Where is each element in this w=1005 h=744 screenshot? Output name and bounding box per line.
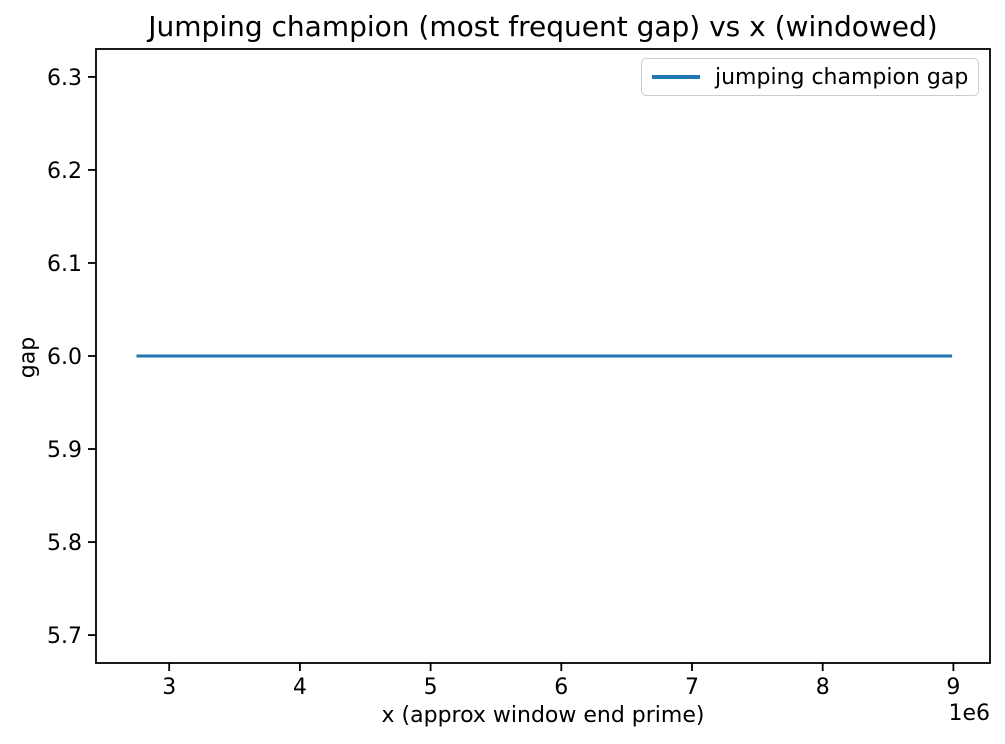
- legend-entry-label: jumping champion gap: [715, 64, 969, 90]
- y-tick-label: 5.9: [47, 438, 82, 463]
- y-tick-label: 5.7: [47, 624, 82, 649]
- x-axis-offset-label: 1e6: [948, 701, 990, 726]
- x-tick-label: 3: [162, 675, 176, 700]
- x-tick-label: 8: [816, 675, 830, 700]
- x-tick-label: 5: [424, 675, 438, 700]
- legend-line-swatch: [652, 75, 700, 79]
- y-tick-label: 6.3: [47, 66, 82, 91]
- legend-box: jumping champion gap: [641, 58, 979, 96]
- chart-title: Jumping champion (most frequent gap) vs …: [148, 10, 938, 43]
- x-tick-label: 7: [685, 675, 699, 700]
- y-tick-label: 6.0: [47, 345, 82, 370]
- x-tick-label: 6: [554, 675, 568, 700]
- y-tick-label: 5.8: [47, 531, 82, 556]
- y-tick-label: 6.2: [47, 159, 82, 184]
- x-tick-label: 4: [293, 675, 307, 700]
- x-tick-label: 9: [946, 675, 960, 700]
- y-tick-label: 6.1: [47, 252, 82, 277]
- x-axis-label: x (approx window end prime): [381, 703, 705, 728]
